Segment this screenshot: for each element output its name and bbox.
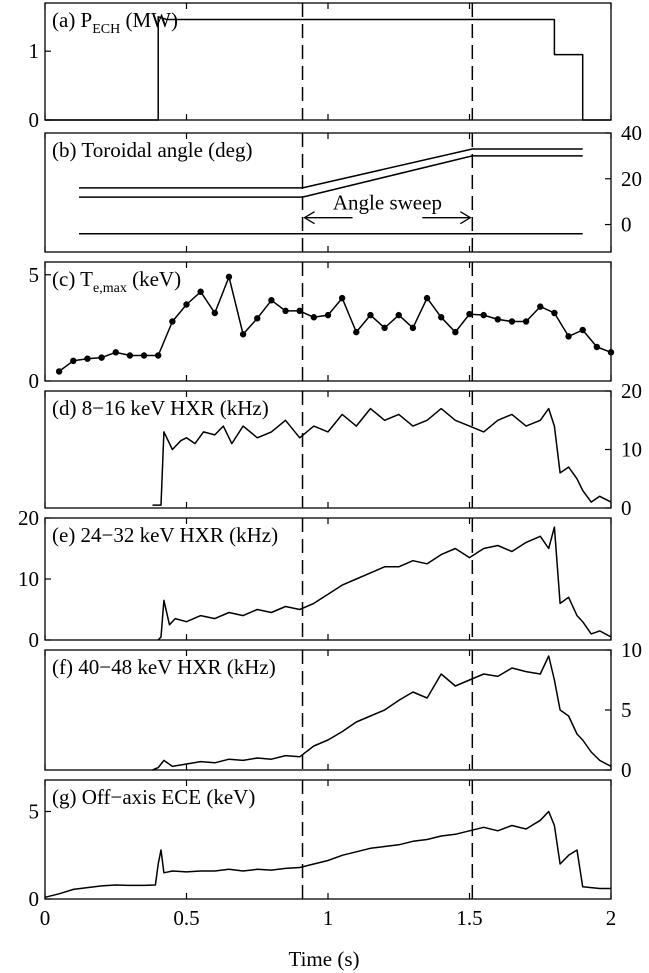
y-tick-label: 0 <box>29 369 40 393</box>
data-point <box>268 297 275 304</box>
data-point <box>438 314 445 321</box>
data-point <box>239 331 247 338</box>
y-tick-label: 0 <box>621 496 632 520</box>
panel-label: (d) 8−16 keV HXR (kHz) <box>52 396 269 420</box>
shared-x-axis: Time (s) 0 0.5 1 1.5 2 <box>40 906 617 971</box>
data-point <box>367 311 374 319</box>
panel-1: 0 20 40 (b) Toroidal angle (deg) Angle sweep <box>44 121 642 253</box>
panel-5: 0 5 10 (f) 40−48 keV HXR (kHz) <box>44 638 642 782</box>
y-tick-label: 1 <box>29 39 40 63</box>
arrowhead-right <box>459 211 472 225</box>
data-point <box>395 311 402 319</box>
data-point <box>324 311 332 319</box>
data-point <box>423 294 431 302</box>
y-tick-label: 0 <box>29 108 40 132</box>
data-point <box>466 310 473 318</box>
data-point <box>254 315 261 322</box>
data-point <box>98 354 105 361</box>
panel-2: 0 5 (c) Te,max (keV) <box>29 261 615 393</box>
panels: 0 1 (a) PECH (MW) 0 20 40 (b) Toroidal angle (… <box>18 2 642 911</box>
data-point <box>409 324 417 332</box>
data-point <box>55 368 63 375</box>
panel-4: 0 10 20 (e) 24−32 keV HXR (kHz) <box>18 506 612 652</box>
data-point <box>593 343 601 351</box>
data-point <box>282 307 289 315</box>
series-line-0 <box>152 407 612 506</box>
annotation-label: Angle sweep <box>333 191 442 215</box>
data-point <box>155 352 162 359</box>
data-point <box>126 352 134 359</box>
data-point <box>565 333 572 340</box>
y-tick-label: 20 <box>621 167 642 191</box>
panel-3: 0 10 20 (d) 8−16 keV HXR (kHz) <box>44 379 642 520</box>
y-tick-label: 40 <box>621 121 642 145</box>
data-point <box>169 318 176 325</box>
series-line-0 <box>157 526 612 641</box>
series-line-0 <box>152 655 612 771</box>
y-tick-label: 0 <box>29 887 40 911</box>
y-tick-label: 10 <box>18 567 39 591</box>
data-point <box>310 314 318 321</box>
data-point <box>197 288 204 295</box>
data-point <box>353 328 360 336</box>
series-line-0 <box>79 148 583 189</box>
data-point <box>494 316 501 323</box>
data-point <box>225 273 233 281</box>
data-point <box>452 328 459 336</box>
x-tick-label: 0 <box>40 906 51 930</box>
y-tick-label: 0 <box>621 758 632 782</box>
panel-label: (c) Te,max (keV) <box>52 267 181 296</box>
data-point <box>607 349 615 356</box>
panel-label: (f) 40−48 keV HXR (kHz) <box>52 655 276 679</box>
x-tick-label: 0.5 <box>173 906 199 930</box>
x-tick-label: 1.5 <box>456 906 482 930</box>
data-point <box>84 355 91 362</box>
y-tick-label: 20 <box>621 379 642 403</box>
x-tick-label: 1 <box>323 906 334 930</box>
y-tick-label: 0 <box>29 628 40 652</box>
data-point <box>480 311 487 319</box>
panel-label: (a) PECH (MW) <box>52 8 178 37</box>
data-point <box>522 318 530 325</box>
series-line-0 <box>44 810 611 899</box>
y-tick-label: 5 <box>29 800 40 824</box>
panel-6: 0 5 (g) Off−axis ECE (keV) <box>29 779 612 911</box>
data-point <box>537 303 544 310</box>
x-tick-label: 2 <box>606 906 617 930</box>
data-point <box>551 309 558 317</box>
panel-label: (e) 24−32 keV HXR (kHz) <box>52 523 278 547</box>
y-tick-label: 5 <box>29 263 40 287</box>
x-axis-label: Time (s) <box>289 947 360 971</box>
data-point <box>211 309 218 317</box>
data-point <box>508 318 516 325</box>
data-point <box>70 357 77 365</box>
data-point <box>338 294 346 302</box>
arrowhead-left <box>303 211 315 225</box>
data-point <box>381 324 388 332</box>
y-tick-label: 10 <box>621 438 642 462</box>
series-line-0 <box>45 16 611 121</box>
data-point <box>112 349 119 356</box>
y-tick-label: 0 <box>621 213 632 237</box>
data-point <box>140 352 148 359</box>
y-tick-label: 20 <box>18 506 39 530</box>
panel-label: (b) Toroidal angle (deg) <box>52 138 252 162</box>
y-tick-label: 5 <box>621 698 632 722</box>
y-tick-label: 10 <box>621 638 642 662</box>
data-point <box>579 326 586 334</box>
series-line-0 <box>58 276 612 373</box>
data-point <box>183 301 190 308</box>
panel-0: 0 1 (a) PECH (MW) <box>29 2 612 132</box>
data-point <box>296 307 303 315</box>
series-line-1 <box>79 155 583 198</box>
panel-label: (g) Off−axis ECE (keV) <box>52 785 255 809</box>
